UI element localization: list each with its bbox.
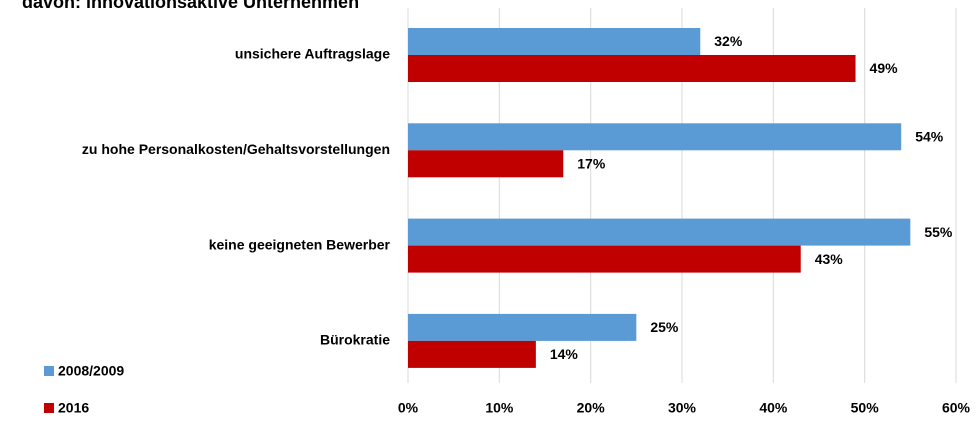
y-tick-label: Bürokratie — [320, 332, 390, 348]
value-label: 54% — [915, 129, 944, 145]
legend-swatch — [44, 403, 54, 413]
value-label: 17% — [577, 156, 606, 172]
x-tick-label: 0% — [398, 400, 419, 416]
chart-title: davon: innovationsaktive Unternehmen — [22, 0, 359, 12]
x-tick-label: 40% — [759, 400, 788, 416]
x-tick-label: 50% — [851, 400, 880, 416]
legend-swatch — [44, 366, 54, 376]
bar — [408, 218, 911, 246]
bar — [408, 55, 856, 82]
value-label: 43% — [815, 251, 844, 267]
bar — [408, 340, 536, 368]
value-label: 14% — [550, 346, 579, 362]
bar — [408, 245, 801, 273]
value-label: 32% — [714, 33, 743, 49]
y-tick-label: unsichere Auftragslage — [235, 46, 390, 62]
legend-label: 2016 — [58, 400, 89, 416]
y-tick-label: zu hohe Personalkosten/Gehaltsvorstellun… — [82, 141, 390, 157]
value-label: 49% — [870, 60, 899, 76]
value-label: 25% — [650, 319, 679, 335]
x-tick-label: 60% — [942, 400, 971, 416]
x-tick-label: 30% — [668, 400, 697, 416]
legend-label: 2008/2009 — [58, 363, 124, 379]
bar — [408, 123, 902, 151]
x-tick-label: 10% — [485, 400, 514, 416]
x-tick-label: 20% — [577, 400, 606, 416]
value-label: 55% — [924, 224, 953, 240]
bar — [408, 313, 637, 341]
bar — [408, 150, 564, 178]
y-tick-label: keine geeigneten Bewerber — [209, 236, 391, 252]
bar — [408, 28, 701, 55]
